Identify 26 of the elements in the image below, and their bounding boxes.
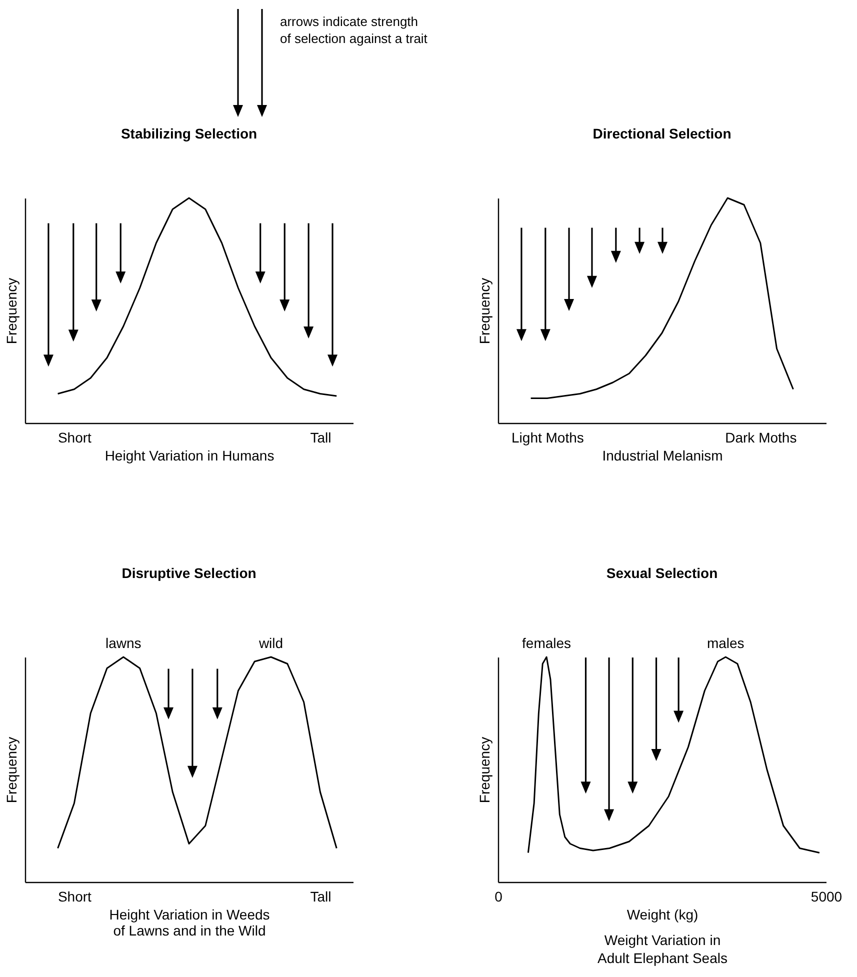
chart-title: Disruptive Selection <box>122 565 256 581</box>
chart-title: Directional Selection <box>592 125 732 142</box>
x-tick-label: Tall <box>310 430 332 446</box>
x-axis-title: Height Variation in Weeds of Lawns and in the Wild <box>109 906 270 938</box>
y-axis-title: Frequency <box>4 278 20 344</box>
annotation: males <box>706 635 744 651</box>
x-tick-label: Dark Moths <box>725 430 797 446</box>
y-axis-title: Frequency <box>4 736 20 804</box>
annotation: lawns <box>106 635 142 651</box>
text: Weight Variation in Adult Elephant Seals <box>596 930 728 966</box>
x-tick-label: Short <box>58 888 92 904</box>
text: arrows indicate strength of selection against a trait <box>280 13 428 47</box>
annotation: wild <box>258 635 284 651</box>
y-axis-title: Frequency <box>476 278 492 344</box>
chart-title: Sexual Selection <box>606 565 718 581</box>
x-tick-label: 0 <box>494 888 503 904</box>
x-axis-title: Industrial Melanism <box>602 448 723 464</box>
x-tick-label: 5000 <box>810 888 842 904</box>
annotation: females <box>522 635 572 651</box>
x-tick-label: Short <box>58 430 92 446</box>
x-axis-title: Height Variation in Humans <box>104 448 274 464</box>
x-tick-label: Tall <box>310 888 332 904</box>
x-axis-title: Weight (kg) <box>626 906 698 922</box>
x-tick-label: Light Moths <box>512 430 584 446</box>
y-axis-title: Frequency <box>476 736 492 804</box>
chart-title: Stabilizing Selection <box>120 125 258 142</box>
